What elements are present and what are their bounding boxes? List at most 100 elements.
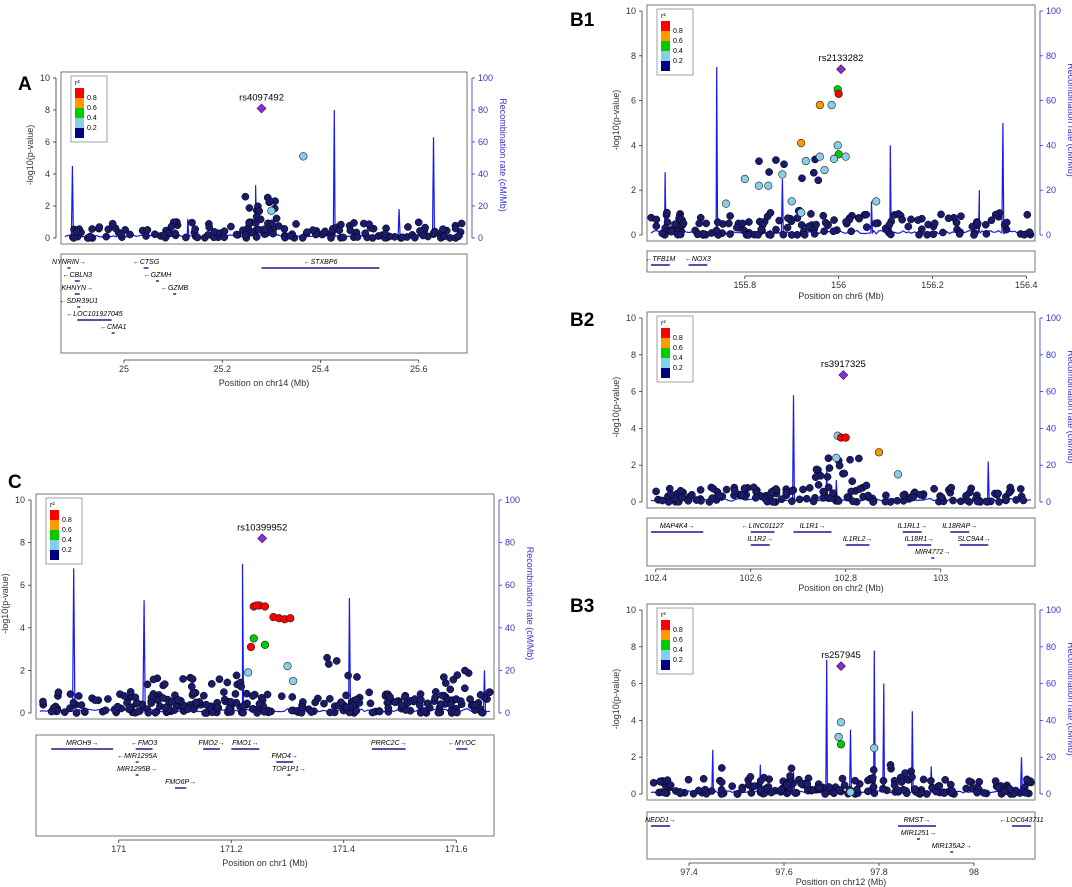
snp-point	[167, 222, 176, 231]
plot-frame	[60, 71, 468, 245]
snp-point	[658, 496, 667, 505]
snp-point	[830, 789, 838, 798]
snp-point	[108, 219, 117, 228]
ld-snp-point	[286, 614, 295, 623]
snp-point	[423, 699, 432, 708]
snp-point	[227, 698, 235, 706]
snp-point	[311, 698, 320, 707]
panel-b3: B3 0 2 4 6 8 10 -log10(p-value) 0 20 40 60 80 100 Reco…	[570, 596, 1072, 887]
snp-point	[835, 461, 844, 470]
snp-point	[775, 216, 784, 225]
snp-point	[202, 700, 211, 709]
snp-point	[143, 226, 152, 234]
y-tick-label: 0	[631, 230, 636, 240]
snp-point	[820, 227, 828, 236]
snp-point	[471, 701, 480, 710]
snp-point	[944, 214, 953, 223]
snp-point	[352, 695, 361, 704]
snp-point	[870, 789, 879, 798]
y2-tick-label: 40	[1046, 140, 1056, 150]
legend-label: 0.8	[673, 627, 683, 634]
snp-point	[1019, 496, 1028, 505]
snp-point	[232, 671, 241, 680]
snp-point	[74, 692, 83, 700]
snp-point	[303, 228, 311, 237]
snp-point	[441, 679, 450, 687]
ld-snp-point	[801, 156, 810, 166]
snp-point	[420, 707, 429, 715]
legend-swatch	[75, 108, 84, 118]
snp-point	[733, 223, 741, 232]
snp-point	[991, 777, 1000, 785]
snp-point	[324, 660, 333, 668]
snp-point	[803, 780, 812, 789]
snp-point	[386, 693, 394, 701]
snp-point	[147, 699, 156, 707]
legend-label: 0.8	[673, 28, 683, 35]
gene-label: ←CMA1	[100, 324, 127, 331]
snp-point	[1016, 485, 1025, 493]
panel-a: A 0 2 4 6 8 10 -log10(p-value) 0 20 40 60 80 100 Recom…	[18, 71, 508, 388]
snp-point	[679, 219, 688, 228]
snp-point	[881, 497, 890, 506]
snp-point	[991, 210, 1000, 219]
snp-point	[927, 776, 935, 785]
snp-point	[652, 222, 661, 230]
snp-point	[862, 210, 871, 219]
x-tick-label: 103	[933, 573, 948, 583]
snp-point	[849, 497, 857, 506]
lead-snp-diamond	[256, 103, 267, 114]
y-tick-label: 2	[20, 665, 25, 675]
x-axis-label: Position on chr6 (Mb)	[798, 291, 884, 301]
snp-point	[787, 231, 796, 239]
ld-snp-point	[260, 602, 270, 611]
snp-point	[133, 698, 141, 707]
snp-point	[1005, 488, 1014, 497]
ld-snp-point	[874, 448, 884, 457]
ld-snp-point	[836, 740, 846, 749]
snp-point	[937, 210, 945, 219]
y-tick-label: 10	[626, 313, 636, 323]
snp-point	[980, 789, 988, 797]
legend-swatch	[661, 368, 670, 378]
snp-point	[851, 776, 859, 785]
snp-point	[805, 484, 814, 492]
gene-label: ←CBLN3	[62, 272, 92, 279]
legend-swatch	[661, 620, 670, 630]
snp-point	[726, 212, 734, 220]
panel-label: C	[8, 472, 22, 493]
y-tick-label: 10	[15, 495, 25, 505]
snp-point	[260, 225, 269, 234]
legend-title: r²	[661, 612, 666, 619]
legend-swatch	[661, 640, 670, 650]
snp-point	[187, 682, 196, 691]
lead-snp-diamond	[836, 661, 846, 672]
ld-snp-point	[754, 181, 764, 190]
snp-point	[821, 790, 830, 798]
snp-point	[671, 220, 679, 229]
y2-tick-label: 100	[1046, 6, 1061, 16]
snp-point	[292, 220, 300, 228]
snp-point	[269, 229, 277, 238]
snp-point	[814, 176, 823, 185]
y-tick-label: 8	[631, 51, 636, 61]
gene-label: IL1R2→	[747, 536, 773, 543]
y-tick-label: 2	[45, 201, 50, 211]
snp-point	[809, 497, 818, 506]
legend-label: 0.2	[673, 365, 683, 372]
y-tick-label: 8	[20, 538, 25, 548]
snp-point	[241, 192, 250, 201]
snp-point	[431, 693, 440, 702]
panel-b1: B1 0 2 4 6 8 10 -log10(p-value) 0 20 40 60 80 100 Reco…	[570, 4, 1072, 301]
snp-point	[167, 697, 176, 706]
snp-point	[693, 230, 702, 239]
snp-point	[688, 490, 696, 499]
snp-point	[823, 472, 832, 481]
snp-point	[666, 490, 675, 499]
gene-label: ←GZMB	[161, 285, 189, 292]
snp-point	[812, 465, 821, 474]
snp-point	[786, 772, 794, 780]
snp-point	[886, 230, 895, 239]
x-tick-label: 155.8	[734, 280, 757, 290]
snp-point	[104, 695, 112, 703]
